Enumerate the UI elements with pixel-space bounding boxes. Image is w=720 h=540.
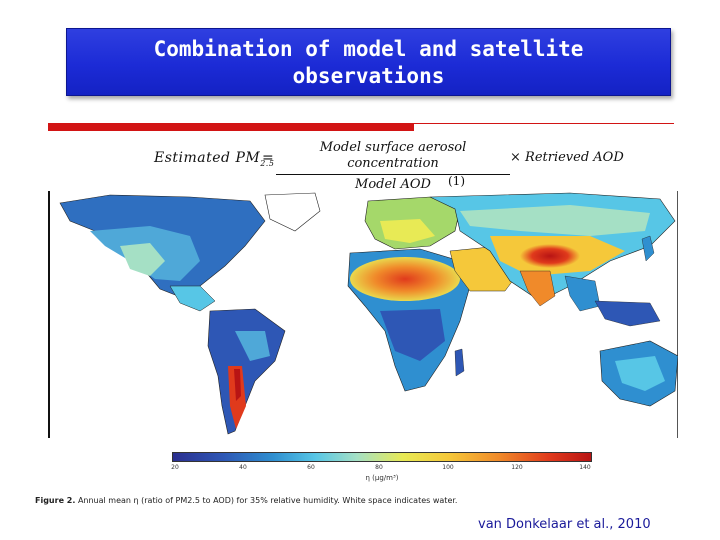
citation: van Donkelaar et al., 2010 <box>478 517 651 532</box>
figure-caption: Figure 2. Annual mean η (ratio of PM2.5 … <box>35 496 457 505</box>
equation-equals: = <box>262 150 274 166</box>
colorbar-tick: 120 <box>511 464 523 471</box>
world-map-image <box>59 192 678 435</box>
equation: Estimated PM2.5 = Model surface aerosol … <box>150 140 630 192</box>
fraction-bar <box>276 174 510 175</box>
equation-denominator: Model AOD <box>355 177 431 192</box>
colorbar-tick: 140 <box>579 464 591 471</box>
colorbar-label: η (µg/m³) <box>365 474 399 482</box>
caption-lead: Figure 2. <box>35 496 76 505</box>
title-line-1: Combination of model and satellite <box>153 37 584 61</box>
colorbar: 20 40 60 80 100 120 140 η (µg/m³) <box>171 452 592 492</box>
colorbar-tick: 60 <box>307 464 315 471</box>
equation-rhs: × Retrieved AOD <box>510 150 624 165</box>
equation-number: (1) <box>448 174 465 188</box>
title-line-2: observations <box>292 64 445 88</box>
equation-numerator: Model surface aerosol concentration <box>319 140 467 171</box>
caption-text: Annual mean η (ratio of PM2.5 to AOD) fo… <box>77 496 458 505</box>
colorbar-tick: 40 <box>239 464 247 471</box>
accent-line <box>414 123 674 124</box>
accent-bar <box>48 123 414 131</box>
slide-title: Combination of model and satellite obser… <box>66 28 671 96</box>
equation-lhs: Estimated PM2.5 <box>154 150 275 168</box>
equation-fraction: Model surface aerosol concentration Mode… <box>276 140 510 193</box>
world-map <box>48 191 678 438</box>
colorbar-tick: 100 <box>442 464 454 471</box>
colorbar-tick: 20 <box>171 464 179 471</box>
colorbar-gradient <box>172 452 592 462</box>
colorbar-tick: 80 <box>375 464 383 471</box>
